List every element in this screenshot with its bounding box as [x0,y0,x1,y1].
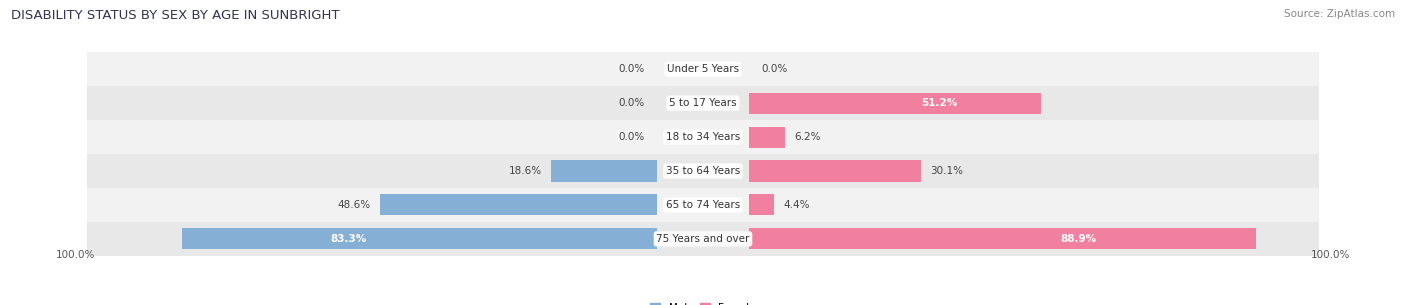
Bar [749,93,1040,114]
Bar [551,160,657,181]
Text: 35 to 64 Years: 35 to 64 Years [666,166,740,176]
Bar [87,188,1319,222]
Text: 51.2%: 51.2% [921,98,957,108]
Text: 0.0%: 0.0% [619,64,644,74]
Text: Source: ZipAtlas.com: Source: ZipAtlas.com [1284,9,1395,19]
Text: 5 to 17 Years: 5 to 17 Years [669,98,737,108]
Text: 0.0%: 0.0% [619,98,644,108]
Text: 100.0%: 100.0% [1310,250,1350,260]
Bar [183,228,657,249]
Bar [749,160,921,181]
Text: 0.0%: 0.0% [762,64,787,74]
Text: 30.1%: 30.1% [929,166,963,176]
Bar [749,228,1256,249]
Bar [87,86,1319,120]
Text: 18.6%: 18.6% [509,166,541,176]
Text: 6.2%: 6.2% [794,132,820,142]
Text: DISABILITY STATUS BY SEX BY AGE IN SUNBRIGHT: DISABILITY STATUS BY SEX BY AGE IN SUNBR… [11,9,340,22]
Text: 88.9%: 88.9% [1060,234,1097,244]
Text: Under 5 Years: Under 5 Years [666,64,740,74]
Text: 18 to 34 Years: 18 to 34 Years [666,132,740,142]
Text: 83.3%: 83.3% [330,234,367,244]
Text: 0.0%: 0.0% [619,132,644,142]
Bar [380,194,657,215]
Text: 4.4%: 4.4% [783,200,810,210]
Text: 75 Years and over: 75 Years and over [657,234,749,244]
Bar [749,194,775,215]
Bar [87,120,1319,154]
Bar [87,222,1319,256]
Text: 65 to 74 Years: 65 to 74 Years [666,200,740,210]
Bar [87,154,1319,188]
Text: 100.0%: 100.0% [56,250,96,260]
Bar [87,52,1319,86]
Text: 48.6%: 48.6% [337,200,371,210]
Bar [749,127,785,148]
Legend: Male, Female: Male, Female [650,303,756,305]
